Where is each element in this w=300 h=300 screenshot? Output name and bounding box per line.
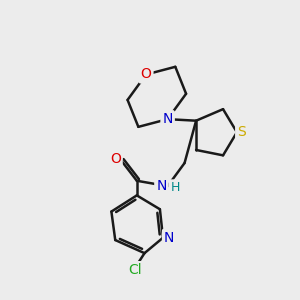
Text: Cl: Cl xyxy=(128,263,142,277)
Text: H: H xyxy=(171,181,180,194)
Text: S: S xyxy=(237,125,246,139)
Text: O: O xyxy=(110,152,121,166)
Text: O: O xyxy=(141,68,152,82)
Text: N: N xyxy=(164,231,174,245)
Text: N: N xyxy=(162,112,173,126)
Text: N: N xyxy=(156,179,167,193)
